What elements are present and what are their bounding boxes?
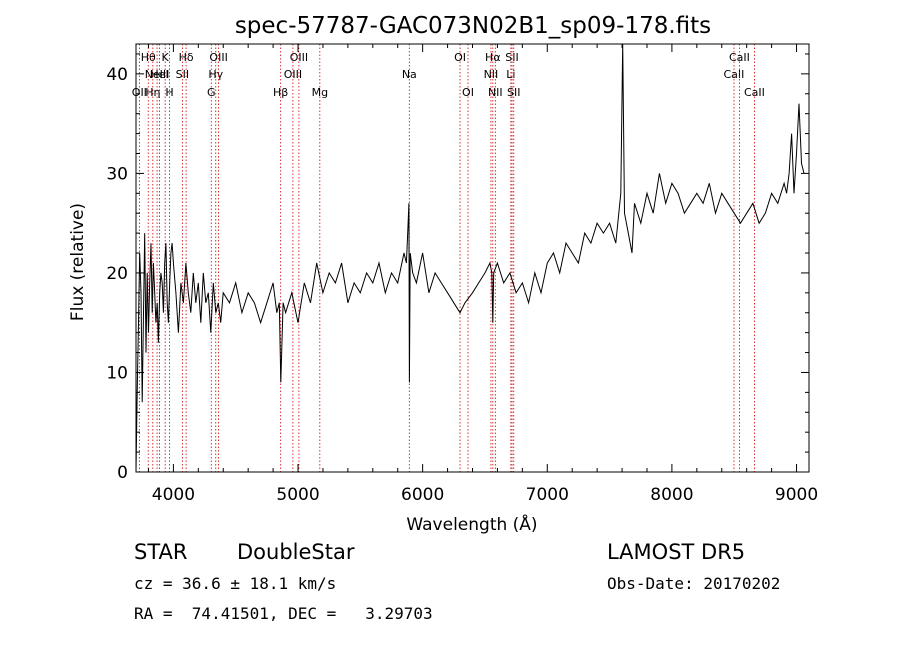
line-label-13: OIII [284, 68, 302, 81]
line-label-14: OIII [290, 51, 308, 64]
y-tick-label-30: 30 [106, 164, 128, 184]
line-label-22: Li [506, 68, 515, 81]
line-label-5: K [162, 51, 170, 64]
spectral-line-markers: OIIHθHηNeIIIHeIKHSIIHδGHγOIIIHβOIIIOIIIM… [132, 44, 765, 472]
line-label-26: CaII [729, 51, 750, 64]
line-label-17: OI [454, 51, 466, 64]
object-subclass: DoubleStar [237, 540, 355, 564]
y-tick-label-0: 0 [117, 463, 128, 483]
x-tick-label-9000: 9000 [775, 485, 818, 505]
x-tick-label-8000: 8000 [650, 485, 693, 505]
line-label-8: Hδ [179, 51, 194, 64]
line-label-25: CaII [724, 68, 745, 81]
y-tick-label-20: 20 [106, 264, 128, 284]
line-label-15: Mg [312, 86, 328, 99]
line-label-9: G [207, 86, 216, 99]
line-label-21: NII [488, 86, 503, 99]
redshift-readout: cz = 36.6 ± 18.1 km/s [134, 574, 337, 593]
x-tick-label-6000: 6000 [401, 485, 444, 505]
line-label-7: SII [176, 68, 189, 81]
plot-frame [135, 43, 810, 473]
chart-title: spec-57787-GAC073N02B1_sp09-178.fits [235, 13, 711, 39]
x-tick-label-5000: 5000 [276, 485, 319, 505]
y-tick-label-10: 10 [106, 363, 128, 383]
spectrum-line [135, 43, 805, 473]
axis-ticks: 4000 5000 6000 7000 8000 9000 0 10 20 30 40 [106, 44, 818, 505]
line-label-16: Na [402, 68, 417, 81]
line-label-6: H [165, 86, 173, 99]
line-label-12: Hβ [273, 86, 288, 99]
line-label-24: SII [507, 86, 520, 99]
spectrum-series-group [135, 43, 805, 473]
x-tick-label-4000: 4000 [152, 485, 195, 505]
line-label-27: CaII [744, 86, 765, 99]
line-label-3: NeIII [145, 68, 170, 81]
observation-date: Obs-Date: 20170202 [607, 574, 781, 593]
x-axis-label: Wavelength (Å) [406, 513, 537, 535]
y-axis-label: Flux (relative) [68, 203, 88, 321]
line-label-10: Hγ [208, 68, 223, 81]
line-label-23: SII [505, 51, 518, 64]
x-tick-label-7000: 7000 [526, 485, 569, 505]
survey-name: LAMOST DR5 [607, 540, 746, 564]
object-class: STAR [134, 540, 188, 564]
line-label-19: NII [484, 68, 499, 81]
line-label-2: Hη [145, 86, 160, 99]
line-label-11: OIII [209, 51, 227, 64]
line-label-1: Hθ [141, 51, 156, 64]
line-label-4: HeI [150, 68, 168, 81]
line-label-20: Hα [485, 51, 501, 64]
line-label-18: OI [462, 86, 474, 99]
y-tick-label-40: 40 [106, 65, 128, 85]
coordinates-readout: RA = 74.41501, DEC = 3.29703 [134, 604, 433, 623]
